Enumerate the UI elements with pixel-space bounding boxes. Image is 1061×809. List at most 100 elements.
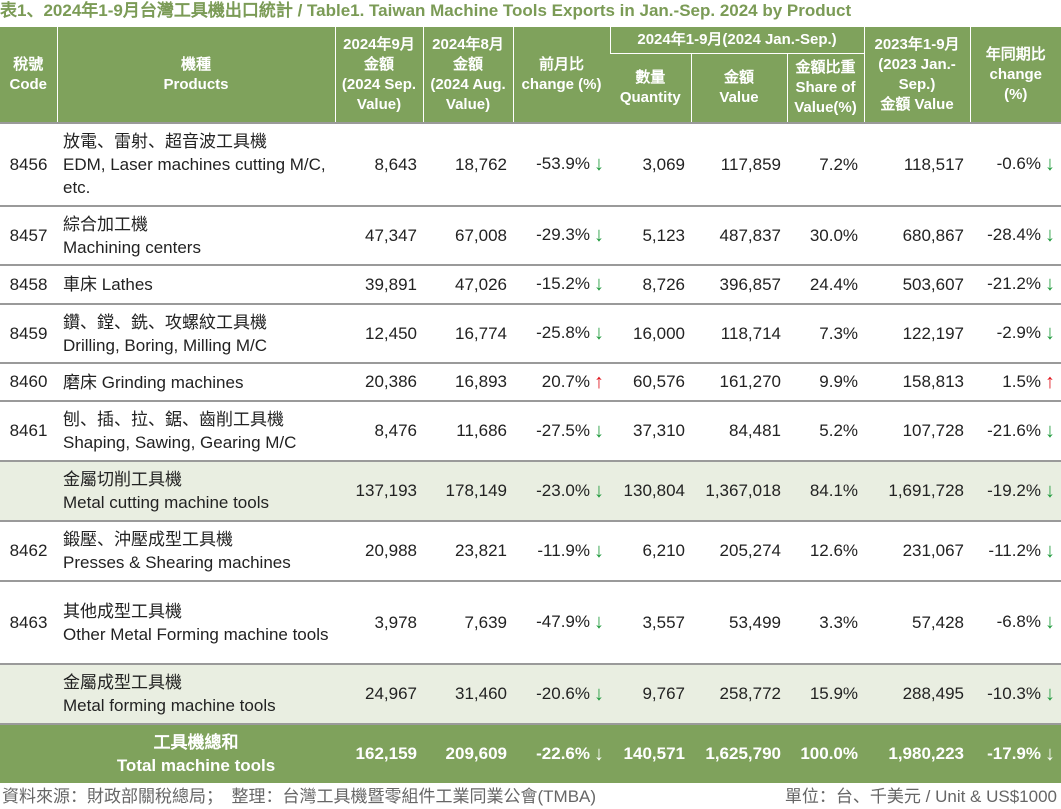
code-cell: 8458 <box>0 264 57 304</box>
product-en: Grinding machines <box>101 372 244 392</box>
product-zh: 鍛壓、沖壓成型工具機 <box>63 530 233 549</box>
prev-value: 288,495 <box>864 663 971 724</box>
aug-value: 47,026 <box>423 264 513 304</box>
arrow-down-icon: ↓ <box>594 479 604 502</box>
mom-value: -53.9% <box>536 154 590 173</box>
header-line: 前月比 <box>538 55 584 73</box>
yoy-cell: -17.9% ↓ <box>970 723 1061 783</box>
product-en: Metal forming machine tools <box>63 696 276 715</box>
yoy-value: -17.9% <box>987 743 1042 763</box>
mom-value: -47.9% <box>536 612 590 631</box>
table-row: 8462 鍛壓、沖壓成型工具機 Presses & Shearing machine… <box>0 520 1061 581</box>
sep-value: 12,450 <box>335 303 423 363</box>
source-note: 資料來源：財政部關稅總局； 整理：台灣工具機暨零組件工業同業公會(TMBA) <box>2 787 597 806</box>
header-line: 金額 <box>363 55 394 73</box>
mom-cell: -20.6% ↓ <box>513 663 610 724</box>
product-cell: 金屬切削工具機 Metal cutting machine tools <box>57 460 335 521</box>
sep-value: 47,347 <box>335 205 423 265</box>
value: 396,857 <box>691 264 787 304</box>
yoy-cell: -21.2% ↓ <box>970 264 1061 304</box>
header-line: Value <box>719 88 759 106</box>
share: 30.0% <box>787 205 865 265</box>
product-en: Metal cutting machine tools <box>63 493 269 512</box>
value: 1,625,790 <box>691 723 787 783</box>
product-cell: 放電、雷射、超音波工具機 EDM, Laser machines cutting … <box>57 122 335 206</box>
prev-value: 158,813 <box>864 362 971 401</box>
header-ytd-group: 2024年1-9月(2024 Jan.-Sep.) <box>609 27 865 54</box>
table-row: 8460 磨床 Grinding machines 20,386 16,893 20.7… <box>0 362 1061 401</box>
yoy-value: -10.3% <box>987 683 1042 703</box>
header-line: change (%) <box>521 75 602 93</box>
header-yoy-change: 年同期比 change (%) <box>969 27 1061 123</box>
value: 205,274 <box>691 520 787 581</box>
header-line: Value) <box>445 95 491 113</box>
arrow-down-icon: ↓ <box>594 322 604 344</box>
header-prev-ytd: 2023年1-9月 (2023 Jan.- Sep.) 金額 Value <box>863 27 971 123</box>
mom-cell: -22.6% ↓ <box>513 723 610 783</box>
share: 15.9% <box>787 663 865 724</box>
subtotal-row: 金屬切削工具機 Metal cutting machine tools 137,19… <box>0 460 1061 521</box>
yoy-cell: -28.4% ↓ <box>970 205 1061 265</box>
product-cell: 鑽、鏜、銑、攻螺紋工具機 Drilling, Boring, Milling M/… <box>57 303 335 363</box>
share: 7.3% <box>787 303 865 363</box>
yoy-value: -0.6% <box>996 154 1042 173</box>
aug-value: 18,762 <box>423 122 513 206</box>
footer: 資料來源：財政部關稅總局； 整理：台灣工具機暨零組件工業同業公會(TMBA) 單… <box>0 784 1061 809</box>
subtotal-row: 金屬成型工具機 Metal forming machine tools 24,967… <box>0 663 1061 724</box>
arrow-down-icon: ↓ <box>594 224 604 246</box>
mom-cell: -27.5% ↓ <box>513 400 610 461</box>
header-share: 金額比重 Share of Value(%) <box>786 53 865 123</box>
header-line: 金額 Value <box>880 95 954 113</box>
arrow-down-icon: ↓ <box>1045 742 1056 765</box>
product-zh: 放電、雷射、超音波工具機 <box>63 132 267 151</box>
yoy-value: -28.4% <box>987 225 1042 244</box>
arrow-down-icon: ↓ <box>1045 682 1056 705</box>
quantity: 130,804 <box>610 460 691 521</box>
aug-value: 209,609 <box>423 723 513 783</box>
sep-value: 3,978 <box>335 580 423 664</box>
yoy-cell: -21.6% ↓ <box>970 400 1061 461</box>
yoy-cell: -2.9% ↓ <box>970 303 1061 363</box>
header-line: Value(%) <box>794 98 857 116</box>
code-cell <box>0 663 57 724</box>
mom-value: -29.3% <box>536 225 590 244</box>
yoy-value: -21.6% <box>987 420 1042 440</box>
arrow-down-icon: ↓ <box>594 742 604 765</box>
header-line: (%) <box>1004 85 1028 103</box>
arrow-down-icon: ↓ <box>594 273 604 295</box>
header-line: Products <box>163 75 229 93</box>
arrow-down-icon: ↓ <box>1045 419 1056 442</box>
quantity: 8,726 <box>610 264 691 304</box>
value: 84,481 <box>691 400 787 461</box>
share: 100.0% <box>787 723 865 783</box>
header-line: 金額 <box>723 68 754 86</box>
header-line: 年同期比 <box>985 45 1046 63</box>
product-en: Other Metal Forming machine tools <box>63 624 329 644</box>
share: 24.4% <box>787 264 865 304</box>
header-quantity: 數量 Quantity <box>610 53 691 123</box>
product-zh: 金屬成型工具機 <box>63 673 182 692</box>
unit-note: 單位：台、千美元 / Unit & US$1000 <box>784 787 1057 806</box>
table-row: 8457 綜合加工機 Machining centers 47,347 67,008 -2… <box>0 205 1061 265</box>
product-zh: 金屬切削工具機 <box>63 470 182 489</box>
value: 487,837 <box>691 205 787 265</box>
product-en: Lathes <box>101 275 153 294</box>
header-products: 機種 Products <box>56 27 335 123</box>
sep-value: 8,643 <box>335 122 423 206</box>
quantity: 37,310 <box>610 400 691 461</box>
quantity: 9,767 <box>610 663 691 724</box>
mom-value: -27.5% <box>536 420 590 440</box>
mom-cell: -53.9% ↓ <box>513 122 610 206</box>
mom-value: -11.9% <box>537 540 590 560</box>
code-cell: 8456 <box>0 122 57 206</box>
sep-value: 8,476 <box>335 400 423 461</box>
sep-value: 20,988 <box>335 520 423 581</box>
yoy-cell: -10.3% ↓ <box>970 663 1061 724</box>
arrow-down-icon: ↓ <box>594 539 604 562</box>
mom-value: -25.8% <box>536 323 590 342</box>
share: 84.1% <box>787 460 865 521</box>
mom-value: -22.6% <box>536 743 590 763</box>
header-line: Code <box>9 75 48 93</box>
mom-cell: -25.8% ↓ <box>513 303 610 363</box>
mom-cell: -15.2% ↓ <box>513 264 610 304</box>
